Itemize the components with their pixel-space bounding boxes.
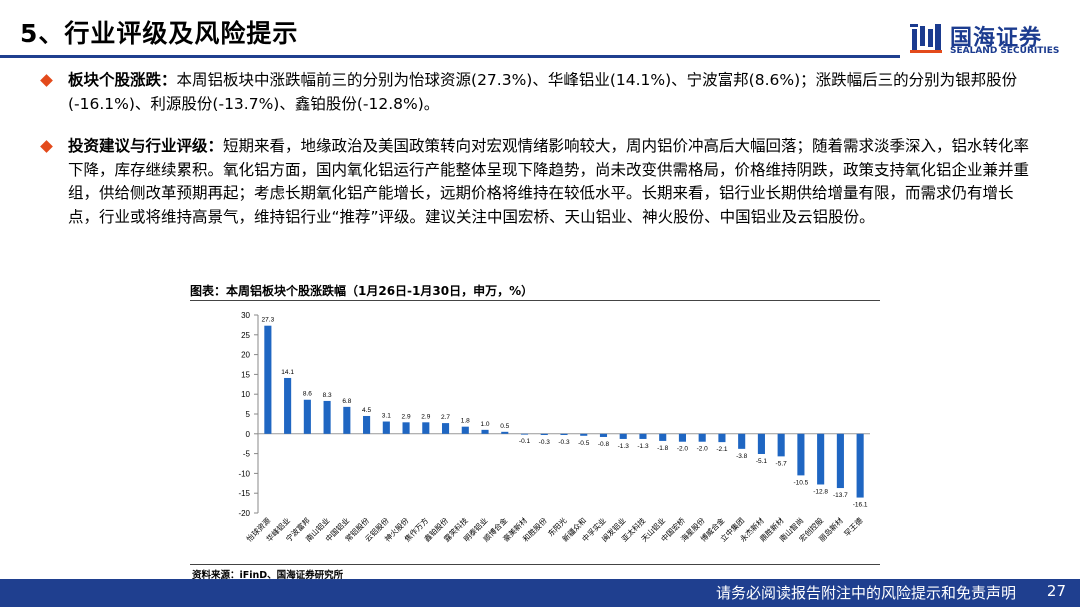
data-label: 1.0 xyxy=(481,421,490,428)
y-tick-label: 0 xyxy=(246,430,251,439)
data-label: 8.6 xyxy=(303,391,312,398)
bar xyxy=(363,415,371,434)
data-label: -1.3 xyxy=(637,443,649,450)
data-label: -13.7 xyxy=(833,492,848,499)
data-label: -10.5 xyxy=(793,479,808,486)
data-label: -2.1 xyxy=(716,446,728,453)
bar xyxy=(540,433,548,435)
page-number: 27 xyxy=(1046,582,1066,600)
y-tick-label: -10 xyxy=(238,469,250,478)
bullet-label: 投资建议与行业评级： xyxy=(68,137,224,155)
bar xyxy=(441,423,450,434)
y-tick-label: 5 xyxy=(246,410,251,419)
bar xyxy=(382,421,390,434)
bar xyxy=(580,433,588,436)
bar xyxy=(501,431,509,434)
logo-text-cn: 国海证券 xyxy=(950,26,1043,51)
data-label: 2.9 xyxy=(402,413,411,420)
bar xyxy=(264,325,272,434)
data-label: -0.3 xyxy=(558,439,570,446)
diamond-bullet-icon xyxy=(40,140,53,153)
data-label: 2.9 xyxy=(421,413,430,420)
y-tick-label: 25 xyxy=(241,331,250,340)
y-tick-label: 30 xyxy=(241,311,250,320)
data-label: 3.1 xyxy=(382,413,391,420)
chart-bottom-rule xyxy=(190,564,880,565)
bullet-investment-advice: 投资建议与行业评级：短期来看，地缘政治及美国政策转向对宏观情绪影响较大，周内铝价… xyxy=(40,135,1042,229)
data-label: -0.1 xyxy=(519,438,531,445)
data-label: 4.5 xyxy=(362,407,371,414)
data-label: 2.7 xyxy=(441,414,450,421)
bar xyxy=(836,433,844,489)
chart-title-rule xyxy=(190,300,880,301)
data-label: 14.1 xyxy=(281,369,294,376)
y-tick-label: -15 xyxy=(238,489,250,498)
data-label: -2.0 xyxy=(697,446,709,453)
data-label: -2.0 xyxy=(677,446,689,453)
bar xyxy=(619,433,627,439)
data-label: -0.5 xyxy=(578,440,590,447)
data-label: 1.8 xyxy=(461,418,470,425)
bar xyxy=(777,433,785,457)
bar xyxy=(402,422,410,434)
data-label: 8.3 xyxy=(323,392,332,399)
diamond-bullet-icon xyxy=(40,74,53,87)
chart-source: 资料来源：iFinD、国海证券研究所 xyxy=(192,570,344,581)
bullet-text: 本周铝板块中涨跌幅前三的分别为怡球资源(27.3%)、华峰铝业(14.1%)、宁… xyxy=(68,71,1018,113)
bar xyxy=(560,433,568,435)
data-label: -1.8 xyxy=(657,445,669,452)
bar-chart: 302520151050-5-10-15-2027.3怡球资源14.1华峰铝业8… xyxy=(238,311,870,544)
sealand-logo-icon xyxy=(910,24,942,53)
y-tick-label: 15 xyxy=(241,370,250,379)
bar xyxy=(303,399,311,434)
bar xyxy=(481,429,489,434)
data-label: -5.1 xyxy=(756,458,768,465)
footer-bar: 请务必阅读报告附注中的风险提示和免责声明 27 xyxy=(0,579,1080,607)
bar xyxy=(678,433,687,442)
bar xyxy=(718,433,726,443)
bar xyxy=(738,433,746,449)
data-label: 6.8 xyxy=(342,398,351,405)
bar xyxy=(817,433,825,485)
data-label: -0.8 xyxy=(598,441,610,448)
data-label: -1.3 xyxy=(618,443,630,450)
y-tick-label: 10 xyxy=(241,390,250,399)
data-label: 27.3 xyxy=(262,317,275,324)
bullet-text: 短期来看，地缘政治及美国政策转向对宏观情绪影响较大，周内铝价冲高后大幅回落；随着… xyxy=(68,137,1030,226)
data-label: -16.1 xyxy=(853,502,868,509)
header-rule xyxy=(0,55,900,58)
bar xyxy=(757,433,765,454)
bar xyxy=(599,433,608,437)
company-logo: 国海证券 SEALAND SECURITIES xyxy=(908,20,1068,60)
bullet-stock-moves: 板块个股涨跌：本周铝板块中涨跌幅前三的分别为怡球资源(27.3%)、华峰铝业(1… xyxy=(40,69,1042,116)
x-tick-label: 罕王德 xyxy=(842,515,865,538)
bar xyxy=(284,377,292,434)
bullet-label: 板块个股涨跌： xyxy=(68,71,177,89)
chart-title: 图表：本周铝板块个股涨跌幅（1月26日-1月30日，申万，%） xyxy=(190,284,534,298)
footer-disclaimer: 请务必阅读报告附注中的风险提示和免责声明 xyxy=(715,584,1016,602)
data-label: -12.8 xyxy=(813,488,828,495)
bar xyxy=(422,422,430,434)
page-title: 5、行业评级及风险提示 xyxy=(20,19,299,48)
bar xyxy=(856,433,864,498)
data-label: 0.5 xyxy=(500,423,509,430)
bar xyxy=(520,433,529,435)
bar xyxy=(659,433,667,441)
bar xyxy=(343,406,351,434)
y-tick-label: -20 xyxy=(238,509,250,518)
logo-text-en: SEALAND SECURITIES xyxy=(950,46,1060,56)
bar xyxy=(639,433,647,439)
data-label: -0.3 xyxy=(539,439,551,446)
bar xyxy=(797,433,805,476)
data-label: -3.8 xyxy=(736,453,748,460)
y-tick-label: 20 xyxy=(241,351,250,360)
bar xyxy=(698,433,706,442)
bar xyxy=(461,426,469,434)
bar xyxy=(323,400,331,434)
y-tick-label: -5 xyxy=(243,450,251,459)
data-label: -5.7 xyxy=(776,460,788,467)
